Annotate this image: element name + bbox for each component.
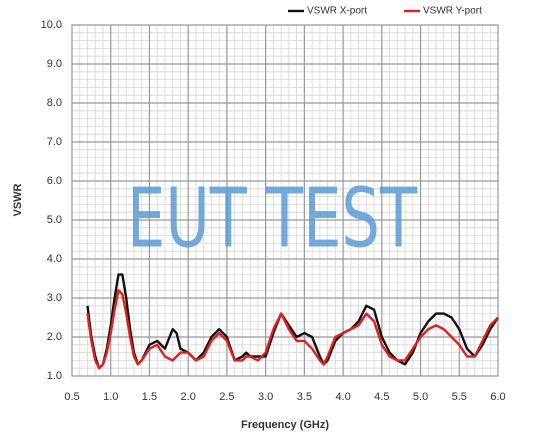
x-axis-title: Frequency (GHz) (241, 419, 329, 431)
y-tick-label: 6.0 (47, 175, 62, 187)
x-tick-label: 3.5 (297, 391, 312, 403)
legend-label: VSWR Y-port (423, 6, 482, 17)
y-tick-label: 8.0 (47, 97, 62, 109)
y-tick-label: 5.0 (47, 214, 62, 226)
y-tick-label: 7.0 (47, 136, 62, 148)
line (86, 289, 499, 370)
y-tick-label: 3.0 (47, 292, 62, 304)
x-tick-label: 4.5 (374, 391, 389, 403)
x-tick-label: 0.5 (64, 391, 79, 403)
legend-label: VSWR X-port (307, 6, 367, 17)
x-tick-label: 5.5 (452, 391, 467, 403)
x-tick-label: 2.0 (181, 391, 196, 403)
y-axis-title: VSWR (12, 183, 24, 216)
x-tick-label: 5.0 (413, 391, 428, 403)
x-tick-label: 1.5 (142, 391, 157, 403)
x-tick-label: 4.0 (335, 391, 350, 403)
x-tick-label: 1.0 (103, 391, 118, 403)
x-tick-label: 6.0 (490, 391, 505, 403)
x-tick-label: 2.5 (219, 391, 234, 403)
y-tick-label: 1.0 (47, 370, 62, 382)
y-tick-label: 10.0 (41, 19, 62, 31)
y-tick-label: 9.0 (47, 58, 62, 70)
x-tick-label: 3.0 (258, 391, 273, 403)
y-tick-label: 4.0 (47, 253, 62, 265)
y-tick-label: 2.0 (47, 331, 62, 343)
watermark: EUT TEST (127, 171, 418, 266)
